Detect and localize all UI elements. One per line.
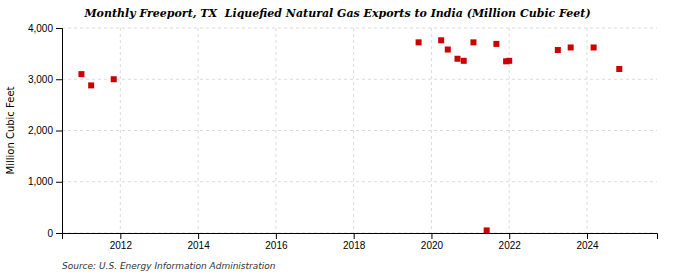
y-axis-tick: 0 (47, 228, 62, 239)
x-axis-tick: 2024 (576, 233, 599, 251)
grid (62, 28, 657, 233)
x-axis: 2012 2014 2016 2018 2020 2022 2024 (63, 233, 658, 251)
grid-line-y (62, 181, 657, 182)
grid-line-x (275, 28, 276, 233)
grid-line-x (120, 28, 121, 233)
x-axis-tick-mark (120, 233, 121, 239)
x-axis-tick-mark (431, 233, 432, 239)
y-axis-tick: 1,000 (28, 176, 62, 187)
x-axis-tick: 2012 (110, 233, 133, 251)
x-axis-tick-mark (587, 233, 588, 239)
point (445, 47, 451, 53)
x-axis-tick-label: 2012 (110, 240, 133, 251)
chart: 2012 2014 2016 2018 2020 2022 2024 0 1,000 2,000 3… (0, 0, 675, 275)
y-axis-tick-label: 3,000 (28, 74, 53, 85)
y-axis-tick-mark (56, 131, 62, 132)
title: Monthly Freeport, TX Liquefied Natural G… (83, 7, 590, 20)
point (470, 39, 476, 45)
y-axis-tick-mark (56, 182, 62, 183)
x-axis-tick: 2018 (343, 233, 366, 251)
x-axis-tick-label: 2024 (576, 240, 599, 251)
y-axis-line (56, 29, 63, 234)
y-axis-tick: 2,000 (28, 125, 62, 136)
x-axis-tick: 2016 (265, 233, 288, 251)
grid-line-x (198, 28, 199, 233)
point (438, 37, 444, 43)
point (455, 56, 461, 62)
y-axis-tick-mark (56, 79, 62, 80)
grid-line-y (62, 28, 657, 29)
y-axis-title: Million Cubic Feet (5, 86, 16, 174)
point (88, 82, 94, 88)
x-axis-tick-label: 2016 (265, 240, 288, 251)
point (616, 66, 622, 72)
point (111, 76, 117, 82)
source-note: Source: U.S. Energy Information Administ… (62, 261, 276, 271)
point (78, 71, 84, 77)
points (78, 37, 622, 233)
y-axis-tick-label: 2,000 (28, 125, 53, 136)
point (555, 47, 561, 53)
x-axis-tick-label: 2018 (343, 240, 366, 251)
point (568, 44, 574, 50)
y-axis-tick-label: 4,000 (28, 23, 53, 34)
plot-area: 2012 2014 2016 2018 2020 2022 2024 0 1,000 2,000 3… (28, 23, 658, 251)
x-axis-tick-mark (198, 233, 199, 239)
grid-line-x (431, 28, 432, 233)
y-axis-tick: 4,000 (28, 23, 62, 34)
grid-line-y (62, 130, 657, 131)
x-axis-tick-mark (354, 233, 355, 239)
x-axis-tick-label: 2020 (421, 240, 444, 251)
grid-line-x (353, 28, 354, 233)
x-axis-tick-mark (509, 233, 510, 239)
point (493, 41, 499, 47)
x-axis-tick: 2014 (187, 233, 210, 251)
x-axis-tick-mark (276, 233, 277, 239)
x-axis-tick-label: 2014 (187, 240, 210, 251)
point (416, 39, 422, 45)
y-axis: 0 1,000 2,000 3,000 4,000 (28, 23, 63, 239)
x-axis-tick: 2020 (421, 233, 444, 251)
point (461, 58, 467, 64)
y-axis-tick-label: 0 (47, 228, 53, 239)
y-axis-tick: 3,000 (28, 74, 62, 85)
point (591, 44, 597, 50)
point (506, 58, 512, 64)
x-axis-tick: 2022 (499, 233, 522, 251)
x-axis-tick-label: 2022 (499, 240, 522, 251)
x-axis-line (63, 234, 658, 240)
y-axis-tick-mark (56, 28, 62, 29)
grid-line-y (62, 79, 657, 80)
point (484, 227, 490, 233)
y-axis-tick-mark (56, 233, 62, 234)
y-axis-tick-label: 1,000 (28, 176, 53, 187)
